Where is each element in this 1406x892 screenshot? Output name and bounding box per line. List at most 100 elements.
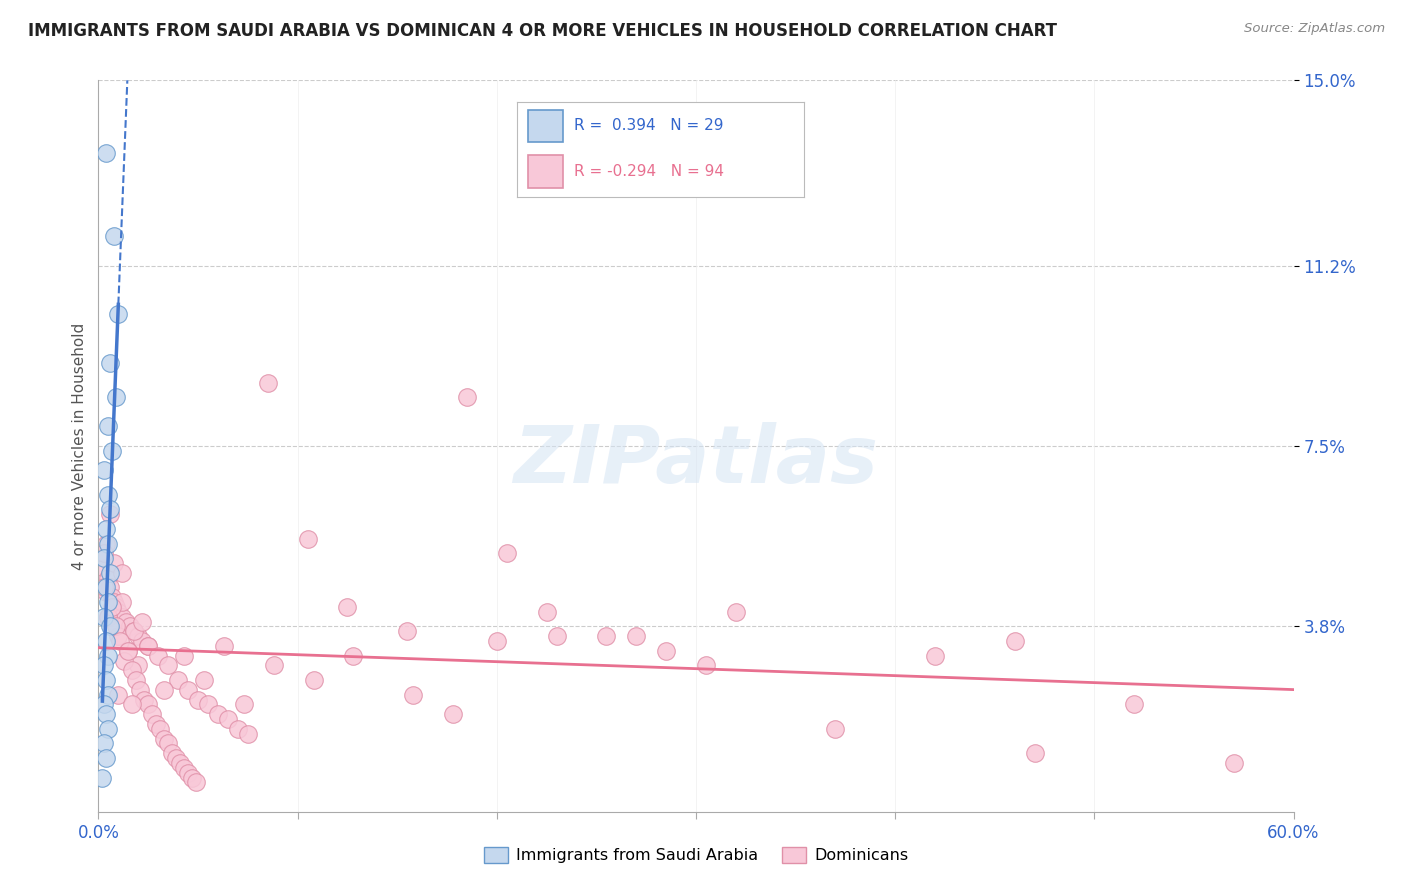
Point — [93, 698, 115, 712]
Point — [169, 756, 191, 770]
Point — [129, 682, 152, 697]
Point — [495, 546, 517, 560]
Point — [263, 658, 285, 673]
Point — [117, 644, 139, 658]
Point — [98, 508, 122, 522]
Point — [96, 707, 118, 722]
Point — [595, 629, 617, 643]
Point — [165, 751, 187, 765]
Point — [96, 673, 118, 687]
Point — [125, 673, 148, 687]
Text: IMMIGRANTS FROM SAUDI ARABIA VS DOMINICAN 4 OR MORE VEHICLES IN HOUSEHOLD CORREL: IMMIGRANTS FROM SAUDI ARABIA VS DOMINICA… — [28, 22, 1057, 40]
Point — [107, 688, 129, 702]
Point — [184, 775, 207, 789]
Point — [724, 605, 747, 619]
Point — [93, 546, 115, 560]
Point — [103, 595, 125, 609]
Point — [107, 629, 129, 643]
Point — [217, 712, 239, 726]
Point — [93, 609, 115, 624]
Point — [232, 698, 254, 712]
Point — [96, 146, 118, 161]
Point — [485, 634, 508, 648]
Point — [105, 619, 128, 633]
Point — [97, 419, 120, 434]
Point — [153, 731, 176, 746]
Point — [111, 595, 134, 609]
Point — [131, 615, 153, 629]
Point — [924, 648, 946, 663]
Point — [256, 376, 278, 390]
Point — [96, 585, 118, 599]
Point — [97, 722, 120, 736]
Point — [98, 356, 122, 370]
Point — [456, 390, 478, 404]
Point — [97, 609, 120, 624]
Point — [297, 532, 319, 546]
Point — [96, 522, 118, 536]
Point — [236, 727, 259, 741]
Text: Source: ZipAtlas.com: Source: ZipAtlas.com — [1244, 22, 1385, 36]
Point — [173, 648, 195, 663]
Point — [1223, 756, 1246, 770]
Point — [96, 536, 118, 550]
Point — [98, 619, 122, 633]
Point — [107, 605, 129, 619]
Point — [226, 722, 249, 736]
Point — [98, 566, 122, 580]
Point — [98, 581, 122, 595]
Point — [141, 707, 163, 722]
Point — [536, 605, 558, 619]
Point — [97, 648, 120, 663]
Point — [177, 682, 200, 697]
Point — [97, 488, 120, 502]
Point — [110, 634, 132, 648]
Point — [153, 682, 176, 697]
Point — [157, 736, 180, 750]
Point — [187, 692, 209, 706]
Point — [342, 648, 364, 663]
Text: ZIPatlas: ZIPatlas — [513, 422, 879, 500]
Point — [107, 307, 129, 321]
Point — [212, 639, 235, 653]
Point — [1004, 634, 1026, 648]
Point — [124, 624, 146, 639]
Point — [101, 443, 124, 458]
Point — [1024, 746, 1046, 760]
Point — [1123, 698, 1146, 712]
Point — [336, 599, 359, 614]
Point — [127, 629, 149, 643]
Point — [111, 566, 134, 580]
Point — [302, 673, 325, 687]
Point — [402, 688, 425, 702]
Point — [91, 771, 114, 785]
Point — [173, 761, 195, 775]
Point — [96, 634, 118, 648]
Point — [115, 615, 138, 629]
Point — [207, 707, 229, 722]
Point — [148, 648, 170, 663]
Point — [101, 599, 124, 614]
Point — [103, 556, 125, 570]
Point — [96, 751, 118, 765]
Point — [131, 634, 153, 648]
Point — [824, 722, 846, 736]
Point — [105, 599, 128, 614]
Point — [441, 707, 464, 722]
Point — [93, 736, 115, 750]
Point — [93, 581, 115, 595]
Point — [93, 658, 115, 673]
Point — [626, 629, 648, 643]
Point — [396, 624, 419, 639]
Point — [136, 639, 159, 653]
Point — [112, 654, 135, 668]
Point — [136, 639, 159, 653]
Point — [97, 536, 120, 550]
Point — [101, 590, 124, 604]
Point — [93, 463, 115, 477]
Point — [136, 698, 159, 712]
Point — [145, 717, 167, 731]
Point — [134, 692, 156, 706]
Point — [120, 619, 142, 633]
Point — [149, 722, 172, 736]
